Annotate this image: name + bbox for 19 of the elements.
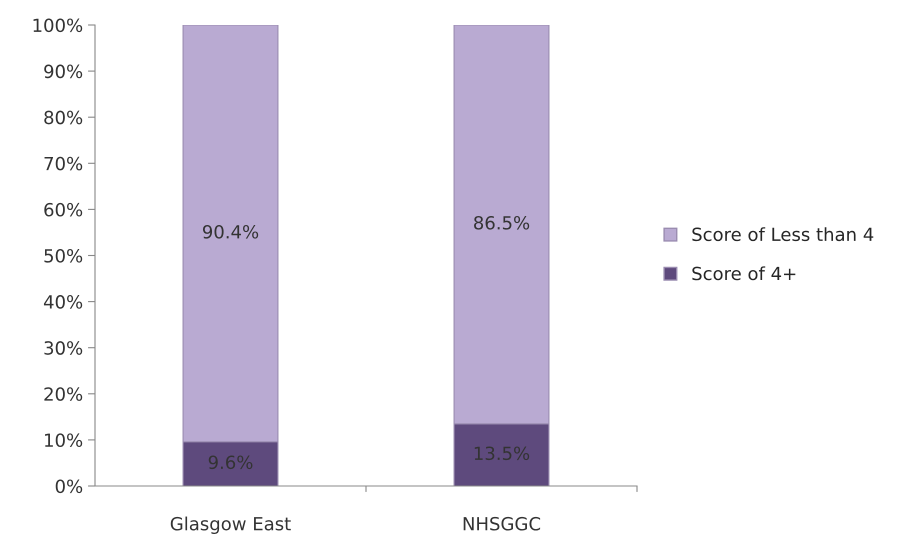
x-tick-label: NHSGGC [464,516,540,531]
y-tick-label: 50% [44,248,82,263]
y-tick-label: 10% [45,433,82,448]
y-tick-label: 60% [44,202,82,217]
data-label: 86.5% [474,216,530,230]
x-tick-label: Glasgow East [170,516,291,534]
y-tick-label: 20% [44,387,82,401]
data-label: 90.4% [202,224,258,239]
y-tick-label: 70% [44,156,82,170]
y-tick-label: 40% [44,295,82,309]
data-label: 13.5% [474,446,530,460]
y-tick-label: 90% [44,64,82,78]
legend-label: Score of Less than 4 [692,227,874,242]
legend-label: Score of 4+ [692,266,796,280]
data-label: 9.6% [208,455,252,470]
y-tick-label: 0% [56,479,82,494]
y-tick-label: 80% [44,110,82,124]
y-tick-label: 30% [44,341,82,355]
y-tick-label: 100% [34,18,82,32]
